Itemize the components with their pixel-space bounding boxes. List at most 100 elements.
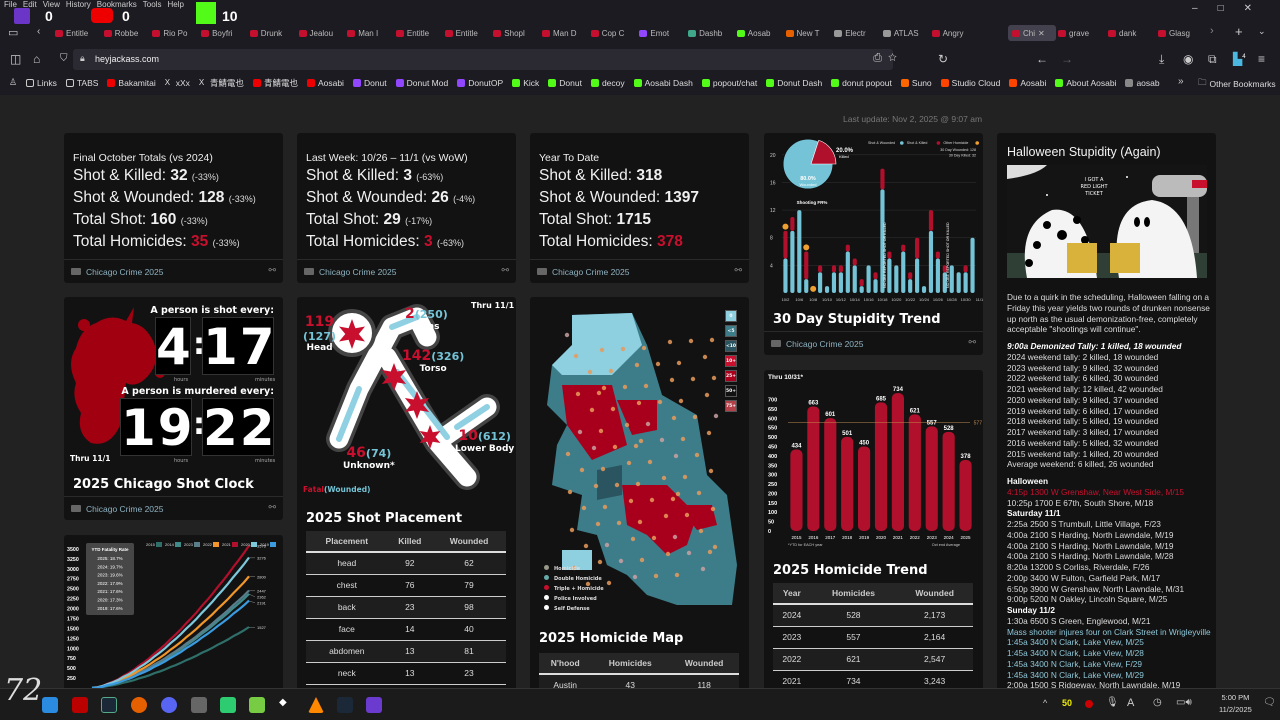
- column-header[interactable]: Homicides: [810, 583, 897, 605]
- url-text[interactable]: heyjackass.com: [95, 54, 160, 64]
- url-bar[interactable]: ⛉ 🔒︎ heyjackass.com ⎙☆: [60, 49, 897, 70]
- link-icon[interactable]: ⚯: [734, 265, 742, 275]
- bookmark-item[interactable]: donut popout: [831, 77, 892, 89]
- new-tab-button[interactable]: +: [1235, 24, 1243, 39]
- browser-tab[interactable]: ATLAS: [882, 25, 927, 41]
- browser-tab[interactable]: Dashb: [688, 25, 732, 41]
- link-icon[interactable]: ⚯: [268, 265, 276, 275]
- browser-tab[interactable]: Angry: [931, 25, 976, 41]
- bookmark-item[interactable]: Bakamitai: [107, 77, 156, 89]
- network-volume-icon[interactable]: ▭🔊︎: [1176, 697, 1192, 708]
- other-bookmarks[interactable]: 🗀︎ Other Bookmarks: [1198, 77, 1276, 91]
- reader-bookmark-icons[interactable]: ⎙☆: [873, 52, 903, 64]
- bookmark-item[interactable]: Kick: [512, 77, 539, 89]
- menu-bookmarks[interactable]: Bookmarks: [96, 0, 137, 9]
- scroll-tabs-right-icon[interactable]: ›: [1210, 25, 1214, 37]
- log-entry[interactable]: 1:45a 3400 N Clark, Lake View, M/29: [1007, 669, 1144, 680]
- menu-edit[interactable]: Edit: [22, 0, 37, 9]
- column-header[interactable]: Wounded: [896, 583, 973, 605]
- extension-badge-icon[interactable]: ▙4: [1233, 52, 1246, 66]
- bookmark-item[interactable]: Donut Mod: [395, 77, 448, 89]
- close-tab-icon[interactable]: ✕: [1038, 28, 1045, 38]
- window-controls[interactable]: –□✕: [1192, 3, 1272, 14]
- column-header[interactable]: Wounded: [669, 653, 739, 675]
- browser-tab[interactable]: Electr: [834, 25, 878, 41]
- browser-tab[interactable]: grave: [1058, 25, 1102, 41]
- mic-icon[interactable]: 🎙︎: [1106, 697, 1119, 708]
- bookmark-item[interactable]: decoy: [590, 77, 625, 89]
- notifications-icon[interactable]: 🗨︎: [1263, 697, 1276, 708]
- bookmarks-manage-icon[interactable]: ♙: [9, 77, 18, 87]
- browser-tab[interactable]: dank: [1108, 25, 1152, 41]
- menu-help[interactable]: Help: [167, 0, 184, 9]
- browser-tab[interactable]: Cop C: [590, 25, 635, 41]
- log-entry[interactable]: 1:45a 3400 N Clark, Lake View, M/28: [1007, 648, 1144, 658]
- menu-view[interactable]: View: [42, 0, 60, 9]
- clock-app-icon[interactable]: ◷: [1153, 697, 1162, 708]
- app-icon[interactable]: [72, 697, 88, 713]
- browser-tab[interactable]: Aosab: [736, 25, 781, 41]
- sidebar-toggle-icon[interactable]: ◫: [10, 52, 22, 66]
- account-icon[interactable]: ◉: [1183, 52, 1194, 66]
- gimp-icon[interactable]: [191, 697, 207, 713]
- bookmark-item[interactable]: Donut: [548, 77, 582, 89]
- app-icon[interactable]: [366, 697, 382, 713]
- clock[interactable]: 5:00 PM 11/2/2025: [1219, 693, 1252, 714]
- record-icon[interactable]: [1085, 700, 1093, 708]
- bookmark-item[interactable]: TABS: [65, 77, 98, 89]
- menu-tools[interactable]: Tools: [142, 0, 162, 9]
- steam-icon[interactable]: [101, 697, 117, 713]
- tray-overflow-icon[interactable]: ^: [1043, 698, 1048, 708]
- browser-tab[interactable]: Emot: [639, 25, 683, 41]
- link-icon[interactable]: ⚯: [968, 337, 976, 347]
- tab-overflow-icon[interactable]: ⌄: [1258, 26, 1266, 36]
- bookmark-item[interactable]: Aosabi: [1009, 77, 1046, 89]
- browser-tab[interactable]: Rio Po: [152, 25, 196, 41]
- chat-app-icon[interactable]: [220, 697, 236, 713]
- bookmark-item[interactable]: Aosabi: [306, 77, 344, 89]
- bookmark-item[interactable]: Donut Dash: [766, 77, 822, 89]
- browser-tab[interactable]: Jealou: [298, 25, 343, 41]
- browser-tab[interactable]: Drunk: [249, 25, 294, 41]
- back-icon[interactable]: ←: [1036, 52, 1048, 66]
- category-link[interactable]: Chicago Crime 2025: [786, 339, 864, 349]
- column-header[interactable]: Killed: [387, 531, 433, 553]
- browser-tab[interactable]: Entitle: [395, 25, 440, 41]
- menu-file[interactable]: File: [4, 0, 17, 9]
- browser-tab[interactable]: Shopl: [493, 25, 537, 41]
- bookmark-item[interactable]: About Aosabi: [1055, 77, 1116, 89]
- bookmark-item[interactable]: Donut: [352, 77, 387, 89]
- menu-icon[interactable]: ≡: [1258, 52, 1266, 66]
- category-link[interactable]: Chicago Crime 2025: [319, 267, 397, 277]
- tray-count[interactable]: 50: [1062, 698, 1073, 708]
- browser-tab[interactable]: Entitle: [55, 25, 99, 41]
- bookmark-item[interactable]: Studio Cloud: [940, 77, 1000, 89]
- bookmark-item[interactable]: 青鯖電也: [252, 77, 298, 89]
- menu-history[interactable]: History: [65, 0, 91, 9]
- bookmark-item[interactable]: Links: [26, 77, 57, 89]
- browser-tab[interactable]: Man I: [347, 25, 391, 41]
- home-icon[interactable]: ⌂: [33, 52, 41, 66]
- category-link[interactable]: Chicago Crime 2025: [552, 267, 630, 277]
- log-entry[interactable]: 1:45a 3400 N Clark, Lake View, M/25: [1007, 637, 1144, 648]
- bookmark-item[interactable]: aosab: [1125, 77, 1160, 89]
- notepad-icon[interactable]: [249, 697, 265, 713]
- scroll-tabs-left-icon[interactable]: ‹: [37, 26, 41, 37]
- tab-list-icon[interactable]: ▭: [8, 27, 19, 39]
- bookmark-item[interactable]: Suno: [900, 77, 932, 89]
- downloads-icon[interactable]: ⤓: [1159, 52, 1165, 66]
- column-header[interactable]: Placement: [306, 531, 388, 553]
- column-header[interactable]: Homicides: [591, 653, 670, 675]
- discord-icon[interactable]: [161, 697, 177, 713]
- browser-tab[interactable]: Robbe: [103, 25, 148, 41]
- browser-tab[interactable]: New T: [785, 25, 830, 41]
- bookmark-item[interactable]: X 青鯖電也: [199, 77, 244, 89]
- log-entry[interactable]: 1:45a 3400 N Clark, Lake View, F/29: [1007, 658, 1142, 669]
- app-icon[interactable]: ◆: [279, 697, 287, 708]
- category-link[interactable]: Chicago Crime 2025: [86, 504, 164, 514]
- browser-tab[interactable]: Man D: [542, 25, 586, 41]
- steam-icon[interactable]: [337, 697, 353, 713]
- language-icon[interactable]: A: [1127, 697, 1135, 709]
- start-button[interactable]: [42, 697, 58, 713]
